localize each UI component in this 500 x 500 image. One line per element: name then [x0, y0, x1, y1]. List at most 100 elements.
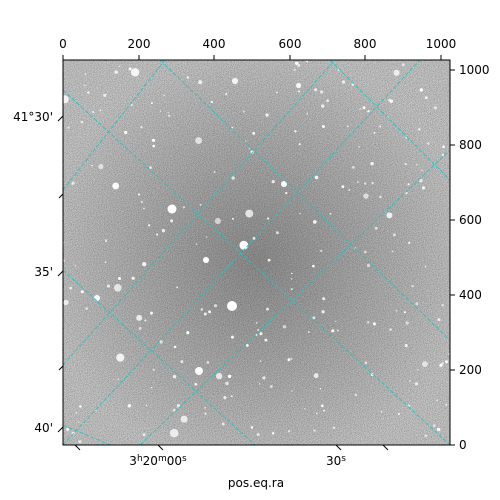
star	[424, 265, 427, 268]
star	[186, 331, 190, 335]
star	[319, 387, 322, 390]
grid-line	[63, 60, 336, 366]
star	[159, 340, 163, 344]
star	[63, 299, 69, 306]
star	[437, 427, 439, 430]
star	[85, 307, 88, 310]
star	[266, 217, 270, 220]
right-tick-label: 0	[459, 438, 467, 452]
star	[163, 94, 165, 97]
star	[67, 126, 70, 129]
star	[128, 67, 132, 71]
star	[172, 374, 177, 379]
star	[307, 331, 310, 334]
star	[161, 228, 166, 233]
right-tick-label: 800	[459, 138, 482, 152]
star	[144, 319, 147, 322]
star	[225, 92, 228, 96]
star	[117, 378, 119, 381]
star	[326, 99, 329, 103]
star	[357, 181, 359, 183]
dec-tick-label: 35'	[34, 265, 53, 279]
star	[336, 329, 339, 332]
star	[136, 314, 143, 321]
star	[194, 382, 198, 386]
pixel-axis-top: 0 200 400 600 800 1000	[59, 37, 456, 60]
dec-tick-label: 40'	[34, 421, 53, 435]
star	[287, 358, 291, 362]
star	[293, 68, 296, 71]
star	[403, 311, 406, 314]
grid-line	[63, 269, 256, 445]
star	[230, 335, 234, 339]
bright-star	[203, 257, 209, 263]
star	[370, 162, 374, 166]
star	[92, 110, 95, 114]
star	[366, 321, 370, 324]
dec-tick-label: 41°30'	[13, 110, 53, 124]
star	[341, 80, 346, 84]
right-tick-label: 200	[459, 363, 482, 377]
star	[265, 113, 269, 117]
top-tick-label: 600	[279, 37, 302, 51]
star	[152, 368, 155, 371]
star	[445, 360, 448, 364]
star	[71, 181, 75, 185]
top-tick-label: 0	[59, 37, 67, 51]
star	[313, 373, 319, 379]
star	[225, 381, 229, 386]
star	[334, 320, 337, 323]
star	[180, 415, 188, 423]
star	[230, 395, 233, 398]
star	[314, 175, 319, 180]
star	[198, 80, 203, 85]
star	[422, 361, 428, 367]
star	[124, 130, 128, 135]
star	[205, 236, 208, 238]
star	[118, 277, 121, 280]
star	[352, 166, 355, 169]
star	[87, 91, 90, 94]
star	[405, 321, 409, 325]
star	[267, 258, 271, 262]
star	[295, 82, 302, 89]
star	[271, 432, 275, 435]
star	[63, 95, 69, 104]
star	[116, 353, 125, 362]
star	[392, 233, 396, 237]
right-tick-label: 400	[459, 288, 482, 302]
star	[248, 148, 251, 150]
star	[113, 283, 122, 292]
star	[203, 312, 207, 316]
star	[417, 369, 419, 371]
star	[441, 362, 445, 365]
star	[231, 126, 234, 129]
star	[75, 411, 78, 414]
star	[105, 240, 108, 243]
plot-frame	[62, 59, 451, 446]
star	[441, 303, 444, 307]
star	[245, 209, 254, 218]
star	[306, 112, 309, 115]
star	[287, 430, 291, 433]
star	[199, 203, 202, 206]
star	[227, 374, 232, 379]
star	[294, 130, 297, 133]
star	[419, 179, 423, 183]
star	[341, 185, 345, 189]
star	[195, 137, 203, 145]
star	[243, 110, 245, 113]
star	[150, 386, 153, 389]
star	[322, 125, 325, 128]
star	[167, 111, 169, 114]
star	[112, 182, 120, 190]
star	[358, 146, 360, 148]
star	[304, 407, 306, 410]
star	[213, 171, 216, 173]
star	[297, 64, 301, 67]
star	[140, 126, 143, 129]
star	[371, 181, 374, 185]
star	[290, 357, 293, 360]
star	[151, 138, 156, 143]
